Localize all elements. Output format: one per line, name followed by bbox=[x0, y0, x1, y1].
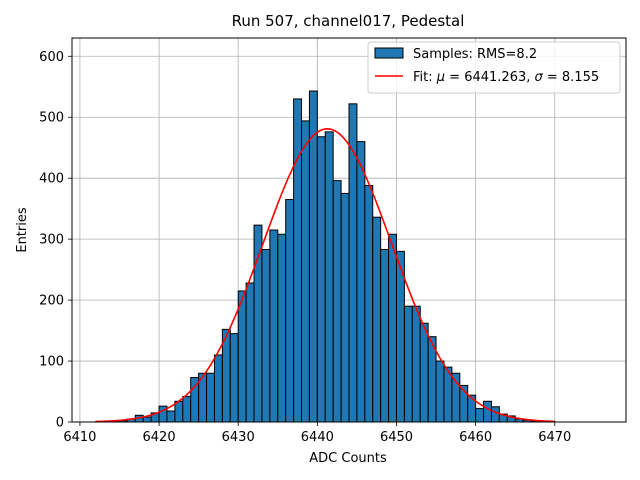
histogram-bar bbox=[490, 406, 500, 423]
y-tick-label: 200 bbox=[39, 294, 64, 309]
legend-fit-mu-value: = 6441.263, bbox=[445, 70, 534, 85]
histogram-bar bbox=[435, 360, 445, 423]
histogram-bar bbox=[285, 199, 295, 423]
histogram-bar bbox=[483, 400, 492, 423]
histogram-bar bbox=[174, 400, 184, 423]
histogram-bar bbox=[166, 410, 176, 423]
histogram-bar bbox=[293, 98, 303, 423]
x-tick-label: 6460 bbox=[459, 430, 492, 445]
histogram-bar bbox=[229, 333, 239, 423]
x-tick-label: 6410 bbox=[63, 430, 96, 445]
y-tick-label: 100 bbox=[39, 355, 64, 370]
legend-fit-prefix: Fit: bbox=[413, 70, 437, 85]
legend-box bbox=[367, 41, 621, 94]
histogram-bar bbox=[380, 249, 390, 423]
histogram-bar bbox=[261, 249, 271, 423]
y-tick-label: 0 bbox=[56, 416, 64, 431]
histogram-bar bbox=[403, 305, 413, 423]
gaussian-fit-curve bbox=[95, 128, 555, 423]
histogram-bar bbox=[206, 372, 215, 423]
histogram-bar bbox=[253, 224, 263, 423]
histogram-bar bbox=[182, 395, 192, 423]
x-tick-label: 6450 bbox=[380, 430, 413, 445]
y-tick-label: 500 bbox=[39, 111, 64, 126]
x-tick-label: 6440 bbox=[301, 430, 334, 445]
legend-fit-label: Fit: μ = 6441.263, σ = 8.155 bbox=[413, 70, 599, 85]
histogram-bar bbox=[301, 120, 310, 423]
legend-samples-label: Samples: RMS=8.2 bbox=[413, 47, 537, 62]
legend-samples-swatch bbox=[374, 47, 404, 59]
legend-fit-sigma-value: = 8.155 bbox=[543, 70, 599, 85]
x-tick-label: 6470 bbox=[538, 430, 571, 445]
histogram-bar bbox=[340, 192, 350, 423]
legend-fit-sigma-symbol: σ bbox=[535, 70, 544, 85]
histogram-bar bbox=[316, 136, 326, 423]
y-axis-ticks: 0 100 200 300 400 500 600 bbox=[39, 50, 72, 431]
histogram-bar bbox=[364, 185, 374, 423]
histogram-bar bbox=[277, 233, 287, 423]
histogram-bar bbox=[213, 354, 223, 423]
plot-frame bbox=[71, 37, 627, 423]
y-tick-label: 300 bbox=[39, 233, 64, 248]
histogram-bar bbox=[475, 408, 485, 423]
histogram-bar bbox=[324, 131, 334, 423]
histogram-bar bbox=[308, 90, 318, 423]
x-axis-label: ADC Counts bbox=[309, 451, 387, 466]
y-tick-label: 400 bbox=[39, 172, 64, 187]
y-tick-label: 600 bbox=[39, 50, 64, 65]
x-tick-label: 6430 bbox=[222, 430, 255, 445]
histogram-bars bbox=[95, 90, 556, 423]
histogram-bar bbox=[411, 305, 421, 423]
histogram-bar bbox=[332, 180, 342, 423]
x-axis-ticks: 6410 6420 6430 6440 6450 6460 6470 bbox=[63, 422, 571, 445]
legend: Samples: RMS=8.2 Fit: μ = 6441.263, σ = … bbox=[367, 41, 621, 94]
histogram-bar bbox=[356, 141, 366, 423]
histogram-bar bbox=[269, 229, 279, 423]
histogram-bar bbox=[142, 416, 152, 423]
histogram-bar bbox=[388, 233, 397, 423]
legend-fit-mu-symbol: μ bbox=[436, 70, 445, 85]
histogram-bar bbox=[237, 290, 247, 423]
histogram-bar bbox=[245, 282, 255, 423]
histogram-bar bbox=[372, 216, 382, 423]
x-tick-label: 6420 bbox=[143, 430, 176, 445]
y-axis-label: Entries bbox=[15, 207, 30, 253]
chart-title: Run 507, channel017, Pedestal bbox=[232, 12, 465, 30]
histogram-bar bbox=[419, 322, 429, 423]
